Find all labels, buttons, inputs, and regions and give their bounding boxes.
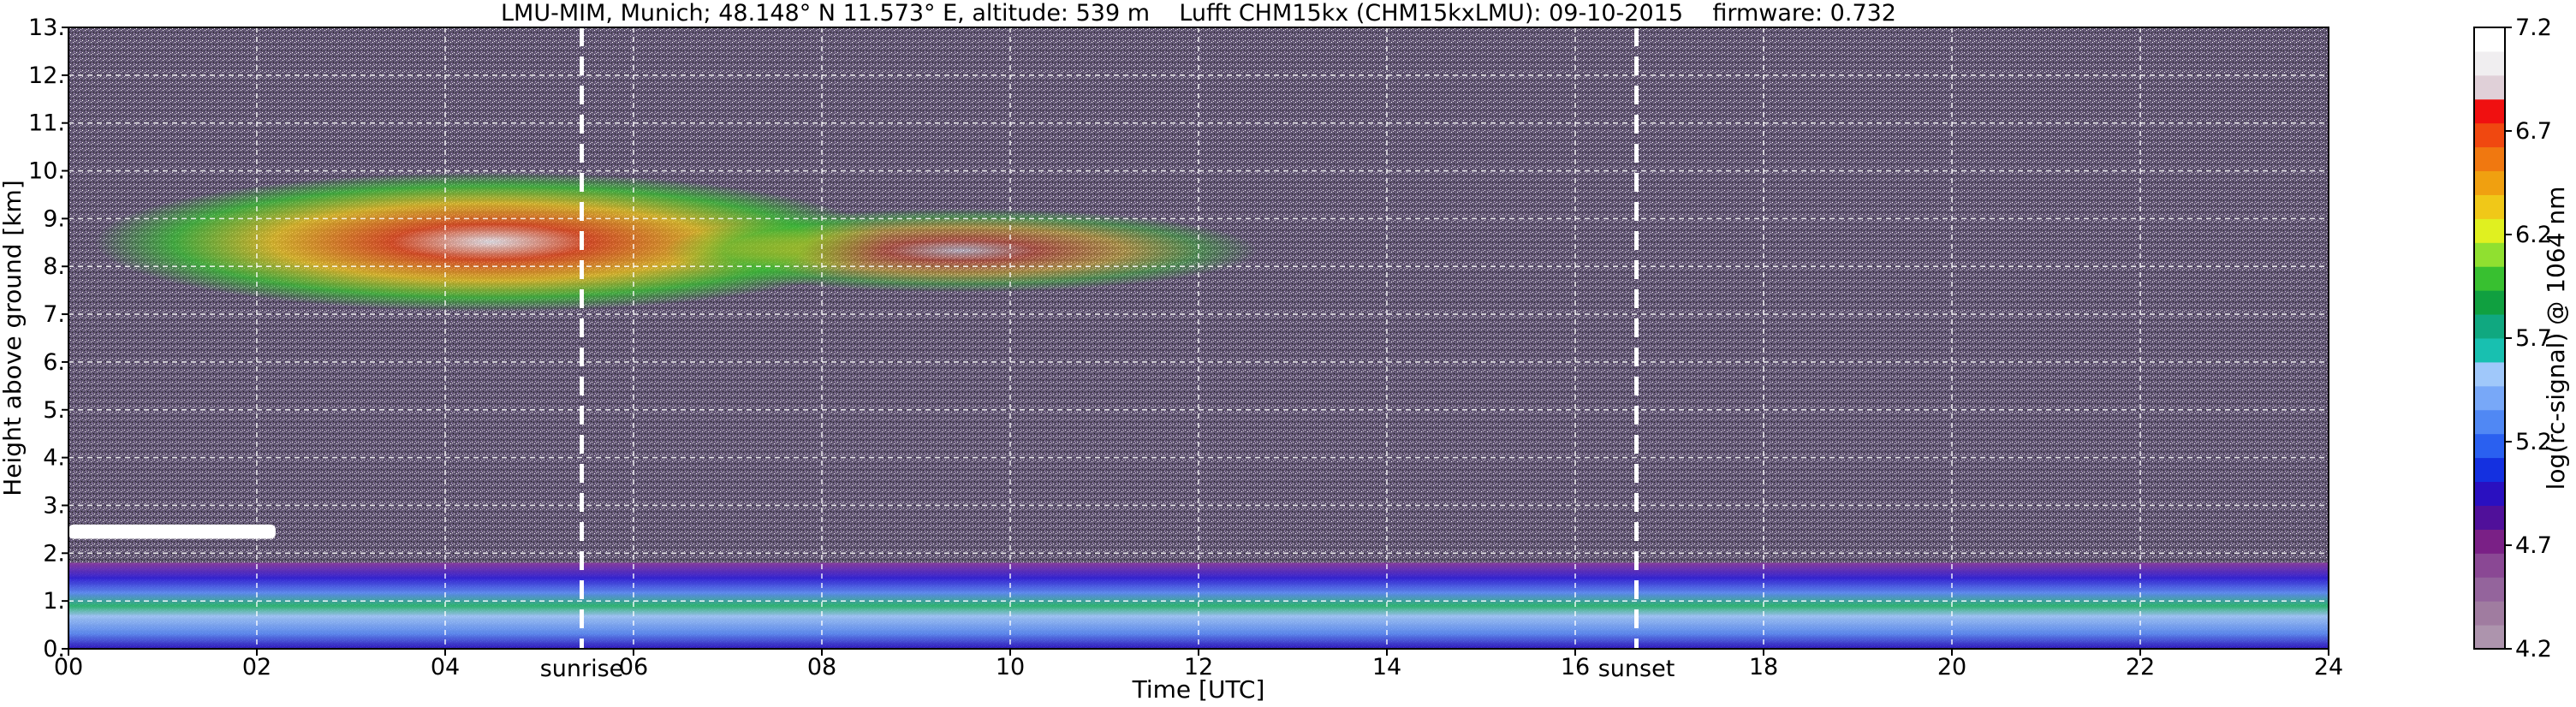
colorbar-tick-label: 6.7 — [2515, 118, 2552, 145]
colorbar-segment — [2474, 553, 2505, 578]
x-tick-label: 00 — [54, 654, 83, 680]
colorbar-segment — [2474, 529, 2505, 554]
y-axis-ticks: 0. 1. 2. 3. 4. 5. 6. 7. 8. 9. 10. 11. 12. 13. — [28, 15, 68, 662]
colorbar-segment — [2474, 218, 2505, 243]
colorbar-segment — [2474, 457, 2505, 483]
x-tick-label: 10 — [996, 654, 1025, 680]
colorbar-segment — [2474, 194, 2505, 219]
colorbar-segment — [2474, 170, 2505, 195]
colorbar-segment — [2474, 385, 2505, 411]
x-tick-label: 22 — [2126, 654, 2155, 680]
x-tick-label: 14 — [1372, 654, 1401, 680]
colorbar-segment — [2474, 361, 2505, 387]
x-axis-label: Time [UTC] — [1132, 675, 1265, 704]
y-tick-label: 11. — [28, 110, 65, 137]
y-tick-label: 3. — [43, 492, 65, 519]
x-tick-label: 04 — [431, 654, 460, 680]
colorbar-segment — [2474, 122, 2505, 148]
colorbar-segment — [2474, 290, 2505, 315]
colorbar-segment — [2474, 74, 2505, 100]
colorbar-segment — [2474, 242, 2505, 267]
colorbar-label: log(rc-signal) @ 1064 nm — [2542, 187, 2570, 490]
chart-title: LMU-MIM, Munich; 48.148° N 11.573° E, al… — [501, 0, 1896, 27]
feature-cirrus-tail — [664, 208, 1258, 293]
colorbar-segment — [2474, 577, 2505, 602]
y-axis-label: Height above ground [km] — [0, 180, 27, 496]
colorbar-ticks: 4.2 4.7 5.2 5.7 6.2 6.7 7.2 — [2505, 15, 2552, 662]
x-tick-label: 18 — [1749, 654, 1778, 680]
colorbar-tick-label: 4.2 — [2515, 636, 2552, 662]
colorbar-segment — [2474, 50, 2505, 76]
colorbar-segment — [2474, 98, 2505, 124]
y-tick-label: 13. — [28, 15, 65, 41]
x-tick-label: 08 — [807, 654, 836, 680]
colorbar-segment — [2474, 601, 2505, 626]
colorbar-tick-label: 4.7 — [2515, 532, 2552, 559]
y-tick-label: 1. — [43, 588, 65, 615]
colorbar-segment — [2474, 505, 2505, 530]
x-tick-label: 02 — [242, 654, 271, 680]
x-tick-label: 16 — [1561, 654, 1590, 680]
colorbar-segment — [2474, 27, 2505, 52]
colorbar-segment — [2474, 338, 2505, 363]
y-tick-label: 6. — [43, 349, 65, 376]
grid-lines — [68, 27, 2329, 649]
y-tick-label: 8. — [43, 253, 65, 280]
y-tick-label: 4. — [43, 445, 65, 472]
sun-markers: sunrise sunset — [540, 27, 1675, 682]
x-axis-ticks: 00 02 04 06 08 10 12 14 16 18 20 22 24 — [54, 649, 2343, 680]
marker-label-sunset: sunset — [1598, 656, 1675, 682]
y-tick-label: 2. — [43, 540, 65, 567]
marker-label-sunrise: sunrise — [540, 656, 624, 682]
x-tick-label: 24 — [2314, 654, 2343, 680]
x-tick-label: 12 — [1184, 654, 1213, 680]
y-tick-label: 9. — [43, 205, 65, 232]
feature-low-cloud — [68, 524, 276, 539]
x-tick-label: 20 — [1937, 654, 1966, 680]
colorbar-segment — [2474, 625, 2505, 650]
y-tick-label: 12. — [28, 62, 65, 89]
colorbar-segment — [2474, 314, 2505, 339]
colorbar — [2474, 27, 2505, 650]
y-tick-label: 7. — [43, 301, 65, 328]
y-tick-label: 10. — [28, 158, 65, 185]
colorbar-segment — [2474, 409, 2505, 435]
colorbar-segment — [2474, 481, 2505, 506]
x-tick-label: 06 — [619, 654, 648, 680]
colorbar-segment — [2474, 146, 2505, 172]
feature-cirrus-core — [95, 172, 886, 312]
colorbar-tick-label: 5.7 — [2515, 325, 2552, 352]
colorbar-tick-label: 6.2 — [2515, 222, 2552, 248]
y-tick-label: 5. — [43, 397, 65, 424]
colorbar-segment — [2474, 266, 2505, 291]
colorbar-tick-label: 7.2 — [2515, 15, 2552, 41]
y-tick-label: 0. — [43, 636, 65, 662]
colorbar-segment — [2474, 433, 2505, 459]
colorbar-tick-label: 5.2 — [2515, 429, 2552, 455]
